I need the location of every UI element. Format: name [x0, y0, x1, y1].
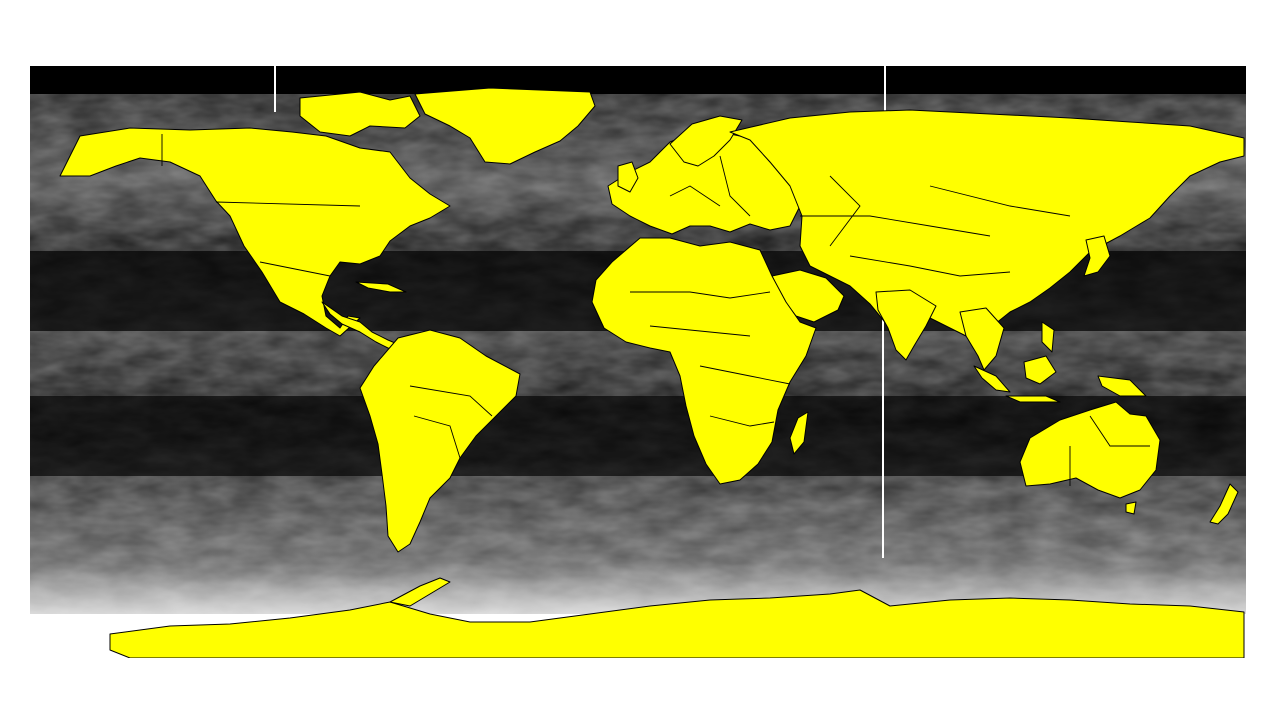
landmass-new-guinea — [1097, 375, 1147, 397]
country-border — [699, 365, 791, 385]
landmass-antarctic-peninsula — [389, 577, 451, 607]
country-border — [719, 155, 751, 217]
country-border — [709, 415, 775, 427]
landmass-south-america — [359, 329, 521, 553]
landmass-tasmania — [1125, 501, 1137, 515]
arctic-dark-band — [30, 66, 1246, 94]
landmass-borneo — [1023, 355, 1057, 385]
country-border — [929, 185, 1071, 217]
country-border — [800, 215, 991, 237]
landmass-sumatra — [973, 365, 1011, 393]
country-border — [413, 415, 461, 459]
landmass-greenland — [414, 87, 596, 165]
country-border — [829, 175, 861, 247]
country-border — [669, 185, 721, 207]
data-gap-line — [274, 66, 276, 112]
landmass-australia — [1019, 401, 1161, 499]
country-border — [649, 325, 751, 337]
data-gap-line — [884, 66, 886, 124]
landmass-philippines — [1041, 321, 1055, 353]
country-border — [215, 201, 361, 207]
world-map — [30, 66, 1246, 658]
country-border — [259, 261, 331, 277]
landmass-arctic-islands — [299, 91, 421, 137]
landmass-scandinavia — [669, 115, 743, 167]
landmass-cuba — [355, 281, 407, 293]
country-border — [849, 255, 1011, 277]
landmass-india — [875, 289, 937, 361]
landmass-madagascar — [789, 411, 809, 455]
data-gap-line — [882, 296, 884, 558]
landmass-north-america — [59, 127, 451, 337]
world-map-canvas — [30, 66, 1246, 658]
landmass-africa — [591, 237, 817, 485]
landmass-british-isles — [617, 161, 639, 193]
country-border — [630, 291, 771, 299]
landmass-japan — [1083, 235, 1111, 277]
landmass-antarctica — [109, 589, 1245, 658]
landmass-java — [1005, 395, 1061, 403]
country-border — [1089, 415, 1150, 447]
landmass-southeast-asia — [959, 307, 1005, 371]
landmass-new-zealand — [1209, 483, 1239, 525]
country-border — [409, 385, 493, 417]
landmass-asia — [729, 109, 1245, 357]
